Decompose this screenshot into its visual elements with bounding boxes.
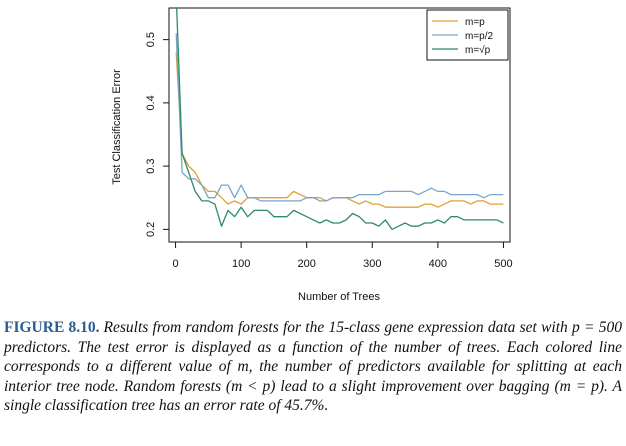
- plot-frame: [168, 7, 511, 243]
- y-tick-label: 0.3: [145, 158, 157, 173]
- caption-text: Results from random forests for the 15-c…: [4, 319, 622, 414]
- series-line-3: [176, 8, 504, 231]
- x-tick-label: 100: [232, 258, 250, 270]
- x-axis: 0 100 200 300 400 500: [172, 242, 513, 270]
- line-chart: 0 100 200 300 400 500 0.2 0.3 0.4 0.5 Number of …: [111, 7, 513, 303]
- legend-label-2: m=p/2: [465, 31, 494, 42]
- y-tick-label: 0.4: [145, 95, 157, 110]
- y-axis: 0.2 0.3 0.4 0.5: [145, 32, 169, 237]
- x-tick-label: 200: [298, 258, 316, 270]
- x-axis-label: Number of Trees: [298, 291, 380, 303]
- y-axis-label: Test Classification Error: [111, 69, 123, 185]
- figure-caption: FIGURE 8.10. Results from random forests …: [4, 318, 622, 416]
- legend: m=p m=p/2 m=√p: [426, 9, 509, 61]
- y-tick-label: 0.5: [145, 32, 157, 47]
- series-line-1: [175, 52, 504, 208]
- x-tick-label: 400: [429, 258, 447, 270]
- series-line-2: [175, 33, 504, 202]
- x-tick-label: 300: [363, 258, 381, 270]
- x-tick-label: 0: [172, 258, 178, 270]
- series-lines: [175, 8, 504, 231]
- y-tick-label: 0.2: [145, 222, 157, 237]
- x-tick-label: 500: [494, 258, 512, 270]
- legend-label-3: m=√p: [465, 44, 491, 56]
- caption-label: FIGURE 8.10.: [4, 319, 100, 336]
- legend-label-1: m=p: [465, 17, 485, 28]
